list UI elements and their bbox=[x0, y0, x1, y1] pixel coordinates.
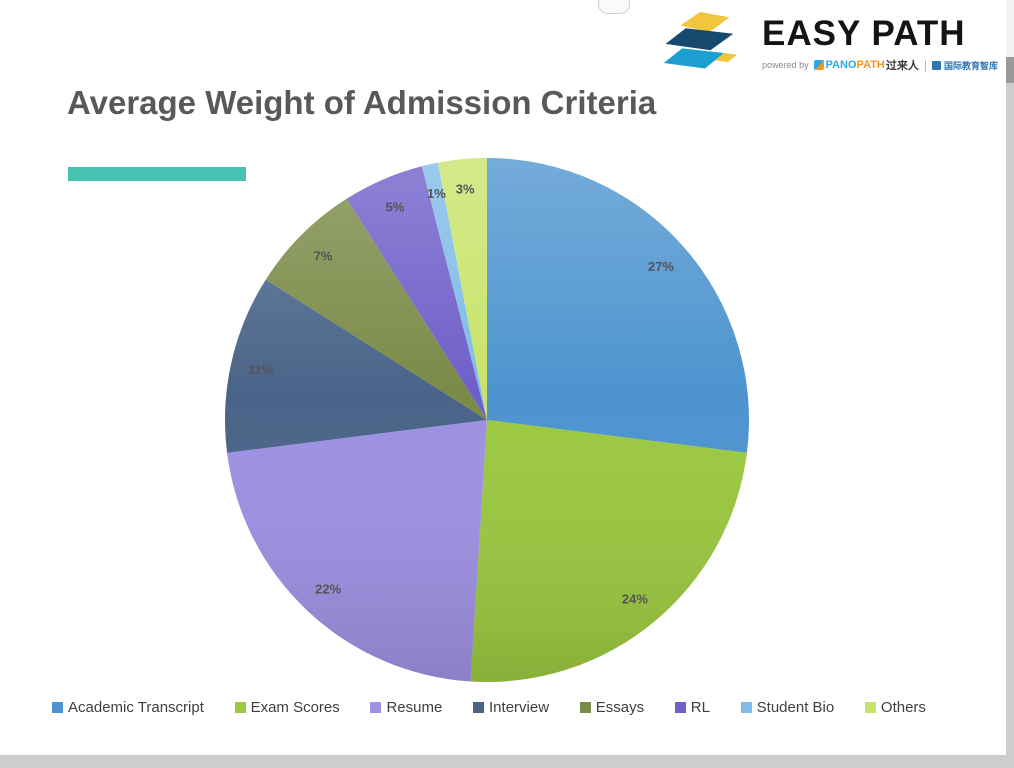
top-scroll-notch bbox=[598, 0, 630, 14]
legend-swatch-resume bbox=[370, 702, 382, 713]
legend-item-resume: Resume bbox=[370, 699, 442, 716]
vertical-scrollbar-thumb[interactable] bbox=[1006, 57, 1014, 83]
logo-divider: | bbox=[923, 58, 927, 72]
easypath-logo-icon bbox=[663, 11, 737, 69]
legend-swatch-others bbox=[864, 702, 876, 713]
legend-label-academic-transcript: Academic Transcript bbox=[68, 699, 204, 716]
legend-swatch-interview bbox=[473, 702, 485, 713]
legend-swatch-student-bio bbox=[740, 702, 752, 713]
partner-tagline: 国际教育智库 bbox=[943, 60, 998, 71]
panopath-icon bbox=[813, 60, 824, 70]
panopath-chinese-text: 过来人 bbox=[885, 60, 919, 72]
panopath-pano-text: PANO bbox=[825, 59, 857, 71]
pie-label-essays: 7% bbox=[314, 249, 333, 264]
pie-chart: 27% 24% 22% 11% 7% 5% 1% 3% bbox=[225, 158, 749, 682]
pie-label-exam-scores: 24% bbox=[622, 591, 648, 606]
pie-label-interview: 11% bbox=[248, 362, 274, 377]
brand-name: EASY PATH bbox=[762, 14, 966, 53]
pie-label-others: 3% bbox=[456, 182, 475, 197]
vertical-scrollbar-track[interactable] bbox=[1006, 0, 1014, 768]
legend-item-essays: Essays bbox=[579, 699, 645, 716]
legend-item-academic-transcript: Academic Transcript bbox=[52, 699, 204, 716]
legend-item-rl: RL bbox=[674, 699, 710, 716]
pie-slice-resume bbox=[227, 420, 487, 682]
legend-swatch-essays bbox=[579, 702, 591, 713]
legend-item-interview: Interview bbox=[473, 699, 549, 716]
legend-label-essays: Essays bbox=[595, 699, 645, 716]
panopath-path-text: PATH bbox=[856, 59, 885, 71]
pie-label-academic-transcript: 27% bbox=[648, 259, 674, 274]
chart-legend: Academic Transcript Exam Scores Resume Inte… bbox=[52, 699, 926, 716]
pie-labels-group: 27% 24% 22% 11% 7% 5% 1% 3% bbox=[248, 182, 675, 607]
pie-label-rl: 5% bbox=[386, 200, 405, 215]
logo-text-block: EASY PATH powered by PANO PATH 过来人 | 国际教… bbox=[762, 10, 998, 73]
legend-label-student-bio: Student Bio bbox=[756, 699, 835, 716]
legend-item-others: Others bbox=[864, 699, 926, 716]
legend-label-exam-scores: Exam Scores bbox=[250, 699, 340, 716]
pie-slice-academic-transcript bbox=[487, 158, 749, 453]
legend-item-exam-scores: Exam Scores bbox=[234, 699, 340, 716]
scrollbar-top-cap bbox=[1006, 0, 1014, 57]
pie-slices-group bbox=[225, 158, 749, 682]
partner-logo-icon bbox=[931, 60, 941, 70]
easypath-logo: EASY PATH powered by PANO PATH 过来人 | 国际教… bbox=[656, 10, 998, 74]
legend-label-resume: Resume bbox=[386, 699, 443, 716]
powered-by-row: powered by PANO PATH 过来人 | 国际教育智库 bbox=[762, 57, 998, 73]
legend-swatch-academic-transcript bbox=[52, 702, 63, 713]
legend-swatch-exam-scores bbox=[234, 702, 246, 713]
accent-bar bbox=[68, 167, 246, 181]
legend-label-rl: RL bbox=[690, 699, 710, 716]
pie-slice-exam-scores bbox=[470, 420, 747, 682]
legend-item-student-bio: Student Bio bbox=[740, 699, 835, 716]
horizontal-scrollbar-track[interactable] bbox=[0, 755, 1014, 768]
powered-by-label: powered by bbox=[762, 60, 809, 70]
pie-label-student-bio: 1% bbox=[427, 186, 446, 201]
pie-label-resume: 22% bbox=[315, 582, 341, 597]
legend-swatch-rl bbox=[674, 702, 686, 713]
page-title: Average Weight of Admission Criteria bbox=[67, 84, 657, 121]
legend-label-others: Others bbox=[880, 699, 926, 716]
legend-label-interview: Interview bbox=[489, 699, 550, 716]
